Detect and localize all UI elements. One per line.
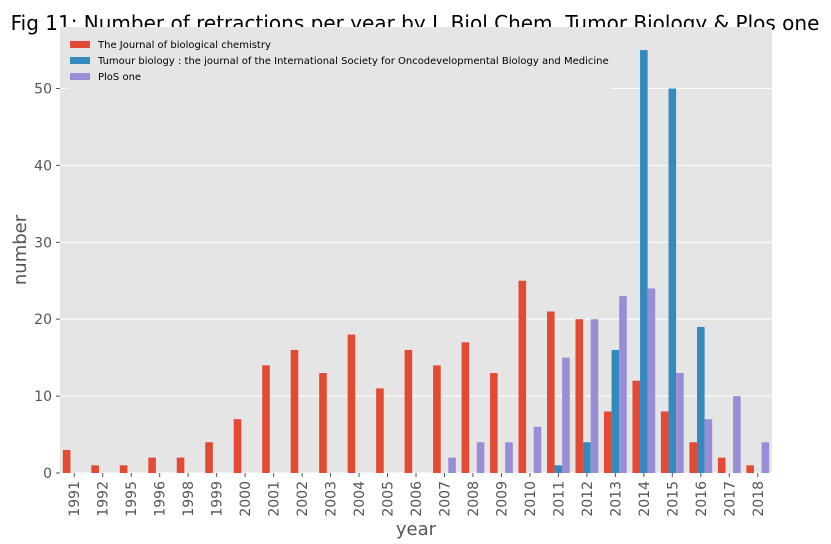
bar-series-0-2009 — [490, 373, 498, 473]
bar-series-2-2007 — [448, 457, 456, 473]
bar-series-2-2017 — [733, 396, 741, 473]
x-tick-label: 2008 — [466, 481, 482, 517]
x-tick-label: 2002 — [295, 481, 311, 517]
y-axis-label: number — [10, 214, 31, 285]
legend-swatch — [70, 57, 90, 64]
bar-series-0-2013 — [603, 411, 612, 473]
bar-series-0-2014 — [632, 380, 641, 473]
plot-area — [60, 27, 772, 473]
bar-series-0-1998 — [176, 457, 185, 473]
x-tick-label: 2017 — [722, 481, 738, 517]
legend-entry: Tumour biology : the journal of the Inte… — [97, 56, 609, 67]
y-tick-label: 40 — [34, 158, 52, 174]
y-tick-label: 30 — [34, 235, 52, 251]
y-axis-ticks: 0 10 20 30 40 50 — [34, 82, 60, 482]
legend-swatch — [70, 73, 90, 80]
bar-series-0-2004 — [347, 334, 356, 473]
bar-series-1-2012 — [583, 442, 591, 473]
x-tick-label: 2013 — [608, 481, 624, 517]
x-axis-label: year — [396, 519, 437, 540]
bar-series-0-2006 — [404, 349, 413, 473]
bar-series-0-2015 — [660, 411, 669, 473]
bar-series-1-2016 — [697, 326, 705, 473]
x-tick-label: 2001 — [267, 481, 283, 517]
bar-series-1-2011 — [554, 465, 563, 473]
bar-series-0-1999 — [205, 442, 213, 473]
bar-series-0-1992 — [91, 465, 99, 473]
bar-series-2-2012 — [590, 319, 599, 473]
legend-entry: The Journal of biological chemistry — [97, 40, 271, 51]
bar-series-0-2012 — [575, 319, 584, 473]
bar-series-0-1995 — [119, 465, 128, 473]
legend-swatch — [70, 41, 90, 48]
x-tick-label: 2004 — [352, 481, 368, 517]
x-axis-ticks: 1991 1992 1995 1996 1998 1999 2000 2001 2002 2003… — [67, 473, 767, 517]
bar-series-0-2017 — [717, 457, 726, 473]
x-tick-label: 2018 — [751, 481, 767, 517]
bar-series-2-2015 — [676, 373, 684, 473]
bar-series-0-2011 — [547, 311, 555, 473]
bar-series-2-2014 — [647, 288, 656, 473]
x-tick-label: 2011 — [551, 481, 567, 517]
y-tick-label: 0 — [43, 466, 52, 482]
x-tick-label: 1998 — [181, 481, 197, 517]
y-tick-label: 50 — [34, 82, 52, 98]
x-tick-label: 2000 — [238, 481, 254, 517]
bar-series-0-2005 — [376, 388, 384, 473]
bar-series-0-2001 — [262, 365, 270, 473]
legend-entry: PloS one — [98, 72, 141, 83]
bar-series-0-1996 — [148, 457, 156, 473]
bar-series-1-2013 — [611, 349, 620, 473]
bar-series-2-2013 — [619, 296, 627, 473]
bar-series-2-2011 — [562, 357, 570, 473]
x-tick-label: 1991 — [67, 481, 83, 517]
bar-series-0-2018 — [746, 465, 754, 473]
bar-series-2-2009 — [505, 442, 513, 473]
bar-series-0-2000 — [233, 419, 242, 473]
bar-series-0-2016 — [689, 442, 698, 473]
x-tick-label: 2012 — [580, 481, 596, 517]
x-tick-label: 2014 — [637, 481, 653, 517]
y-tick-label: 20 — [34, 312, 52, 328]
x-tick-label: 2006 — [409, 481, 425, 517]
bar-series-2-2010 — [533, 426, 542, 473]
bar-series-0-2007 — [433, 365, 441, 473]
bar-series-1-2015 — [668, 88, 677, 473]
x-tick-label: 1992 — [96, 481, 112, 517]
bar-series-1-2014 — [640, 50, 648, 473]
bar-series-0-2002 — [290, 349, 299, 473]
x-tick-label: 2003 — [324, 481, 340, 517]
legend: The Journal of biological chemistry Tumou… — [66, 34, 612, 92]
x-tick-label: 2007 — [437, 481, 453, 517]
x-tick-label: 2015 — [665, 481, 681, 517]
bar-series-0-2003 — [319, 373, 327, 473]
bar-series-0-2010 — [518, 280, 527, 473]
bar-series-2-2016 — [704, 419, 713, 473]
bar-series-0-1991 — [62, 449, 71, 473]
bar-series-2-2018 — [761, 442, 770, 473]
x-tick-label: 2009 — [494, 481, 510, 517]
legend-box — [66, 34, 612, 92]
x-tick-label: 2005 — [381, 481, 397, 517]
x-tick-label: 2016 — [694, 481, 710, 517]
x-tick-label: 1999 — [210, 481, 226, 517]
x-tick-label: 1996 — [153, 481, 169, 517]
bar-series-0-2008 — [461, 342, 470, 473]
x-tick-label: 2010 — [523, 481, 539, 517]
x-tick-label: 1995 — [124, 481, 140, 517]
bar-series-2-2008 — [476, 442, 485, 473]
bars — [62, 50, 770, 473]
y-tick-label: 10 — [34, 389, 52, 405]
